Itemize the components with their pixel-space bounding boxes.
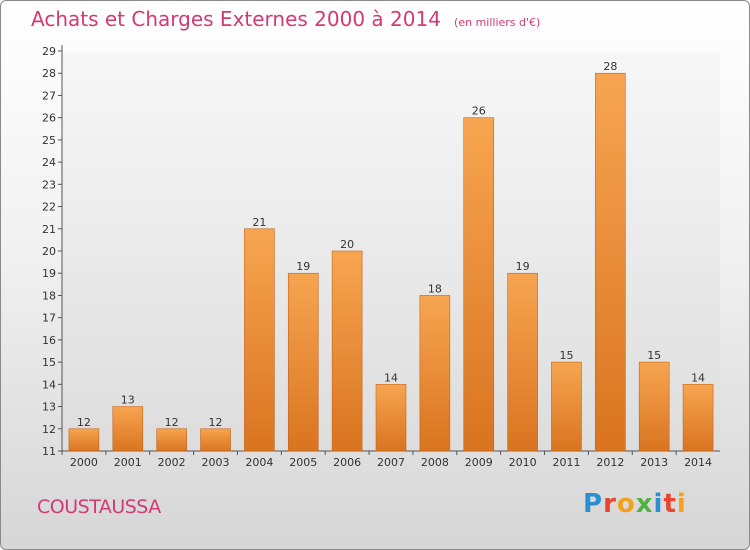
y-tick-label: 17 bbox=[42, 312, 56, 325]
bar bbox=[551, 361, 582, 452]
bar-value-label: 28 bbox=[603, 60, 617, 73]
bar-value-label: 12 bbox=[209, 416, 223, 429]
y-tick-label: 19 bbox=[42, 267, 56, 280]
y-tick-label: 21 bbox=[42, 223, 56, 236]
y-tick-label: 27 bbox=[42, 89, 56, 102]
y-tick-label: 22 bbox=[42, 201, 56, 214]
bar-value-label: 19 bbox=[296, 260, 310, 273]
y-tick-label: 15 bbox=[42, 356, 56, 369]
commune-name: COUSTAUSSA bbox=[37, 496, 161, 518]
x-tick-label: 2007 bbox=[377, 456, 405, 469]
bar bbox=[331, 250, 363, 452]
bar bbox=[507, 272, 538, 452]
y-tick-label: 29 bbox=[42, 45, 56, 58]
bar-value-label: 21 bbox=[252, 216, 266, 229]
bar-value-label: 18 bbox=[428, 282, 442, 295]
x-tick-label: 2010 bbox=[509, 456, 537, 469]
x-tick-label: 2008 bbox=[421, 456, 449, 469]
x-tick-label: 2002 bbox=[158, 456, 186, 469]
bar bbox=[595, 72, 626, 452]
bar bbox=[375, 384, 407, 452]
x-tick-label: 2000 bbox=[70, 456, 98, 469]
bar bbox=[112, 406, 144, 452]
bar bbox=[287, 272, 319, 452]
x-tick-label: 2001 bbox=[114, 456, 142, 469]
bar-value-label: 14 bbox=[384, 371, 398, 384]
y-tick-label: 20 bbox=[42, 245, 56, 258]
bar-value-label: 13 bbox=[121, 394, 135, 407]
y-tick-label: 24 bbox=[42, 156, 56, 169]
y-tick-label: 26 bbox=[42, 112, 56, 125]
bar-value-label: 26 bbox=[472, 105, 486, 118]
x-tick-label: 2013 bbox=[640, 456, 668, 469]
x-tick-label: 2012 bbox=[596, 456, 624, 469]
chart-unit: (en milliers d'€) bbox=[454, 16, 541, 29]
y-tick-label: 23 bbox=[42, 178, 56, 191]
chart-title: Achats et Charges Externes 2000 à 2014 bbox=[31, 7, 441, 31]
chart-bars: 12 13 12 12 21 19 20 14 18 26 19 15 28 15 14 bbox=[68, 60, 714, 452]
bar-value-label: 12 bbox=[77, 416, 91, 429]
y-tick-label: 18 bbox=[42, 289, 56, 302]
bar bbox=[156, 428, 187, 452]
x-tick-label: 2006 bbox=[333, 456, 361, 469]
x-tick-label: 2009 bbox=[465, 456, 493, 469]
bar bbox=[200, 428, 231, 452]
bar bbox=[68, 428, 100, 452]
chart-header: Achats et Charges Externes 2000 à 2014 (… bbox=[31, 7, 540, 31]
bar bbox=[419, 295, 451, 452]
y-tick-label: 16 bbox=[42, 334, 56, 347]
bar-value-label: 19 bbox=[516, 260, 530, 273]
x-tick-label: 2003 bbox=[202, 456, 230, 469]
bar bbox=[682, 384, 714, 452]
proxiti-logo: Proxiti bbox=[583, 489, 687, 519]
x-tick-label: 2011 bbox=[552, 456, 580, 469]
x-tick-label: 2004 bbox=[245, 456, 273, 469]
y-tick-label: 28 bbox=[42, 67, 56, 80]
bar bbox=[463, 117, 495, 452]
y-tick-label: 13 bbox=[42, 401, 56, 414]
bar-value-label: 12 bbox=[165, 416, 179, 429]
y-tick-label: 25 bbox=[42, 134, 56, 147]
x-tick-label: 2005 bbox=[289, 456, 317, 469]
y-tick-label: 14 bbox=[42, 378, 56, 391]
bar-value-label: 14 bbox=[691, 371, 705, 384]
y-tick-label: 12 bbox=[42, 423, 56, 436]
bar bbox=[244, 228, 275, 452]
bar-value-label: 15 bbox=[559, 349, 573, 362]
bar-value-label: 20 bbox=[340, 238, 354, 251]
y-tick-label: 11 bbox=[42, 445, 56, 458]
x-tick-label: 2014 bbox=[684, 456, 712, 469]
bar bbox=[638, 361, 670, 452]
bar-value-label: 15 bbox=[647, 349, 661, 362]
